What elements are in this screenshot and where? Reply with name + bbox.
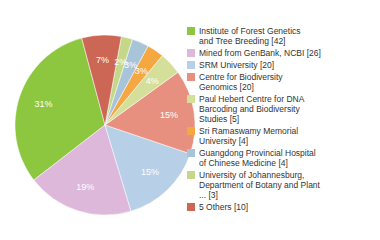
svg-text:31%: 31% bbox=[35, 99, 53, 109]
html-text:Barcoding and Biodiversity: Barcoding and Biodiversity bbox=[199, 104, 300, 114]
html-text:of Chinese Medicine [4]: of Chinese Medicine [4] bbox=[199, 158, 288, 168]
html-text:5 Others [10]: 5 Others [10] bbox=[199, 202, 249, 212]
html-text:Studies [5]: Studies [5] bbox=[199, 114, 240, 124]
svg-text:4%: 4% bbox=[146, 76, 159, 86]
svg-text:3%: 3% bbox=[124, 60, 137, 71]
svg-text:2%: 2% bbox=[114, 57, 127, 67]
html-text:Paul Hebert Centre for DNA: Paul Hebert Centre for DNA bbox=[199, 94, 305, 104]
svg-text:19%: 19% bbox=[76, 182, 94, 192]
svg-text:15%: 15% bbox=[160, 110, 178, 120]
html-text:... [3]: ... [3] bbox=[199, 190, 218, 200]
html-text:Mined from GenBank, NCBI [26]: Mined from GenBank, NCBI [26] bbox=[199, 48, 321, 58]
html-text:University of Johannesburg,: University of Johannesburg, bbox=[199, 170, 305, 180]
html-text:Institute of Forest Genetics: Institute of Forest Genetics bbox=[199, 26, 301, 36]
html-text:Genomics [20]: Genomics [20] bbox=[199, 82, 254, 92]
html-text:University [4]: University [4] bbox=[199, 136, 249, 146]
html-text:Department of Botany and Plant: Department of Botany and Plant bbox=[199, 180, 320, 190]
html-text:and Tree Breeding [42]: and Tree Breeding [42] bbox=[199, 36, 286, 46]
svg-text:7%: 7% bbox=[96, 55, 109, 65]
html-text:Guangdong Provincial Hospital: Guangdong Provincial Hospital bbox=[199, 148, 316, 158]
svg-text:3%: 3% bbox=[134, 66, 148, 77]
html-text:Centre for Biodiversity: Centre for Biodiversity bbox=[199, 72, 283, 82]
html-text:Sri Ramaswamy Memorial: Sri Ramaswamy Memorial bbox=[199, 126, 299, 136]
svg-text:15%: 15% bbox=[141, 167, 159, 177]
html-text:SRM University [20]: SRM University [20] bbox=[199, 60, 275, 70]
